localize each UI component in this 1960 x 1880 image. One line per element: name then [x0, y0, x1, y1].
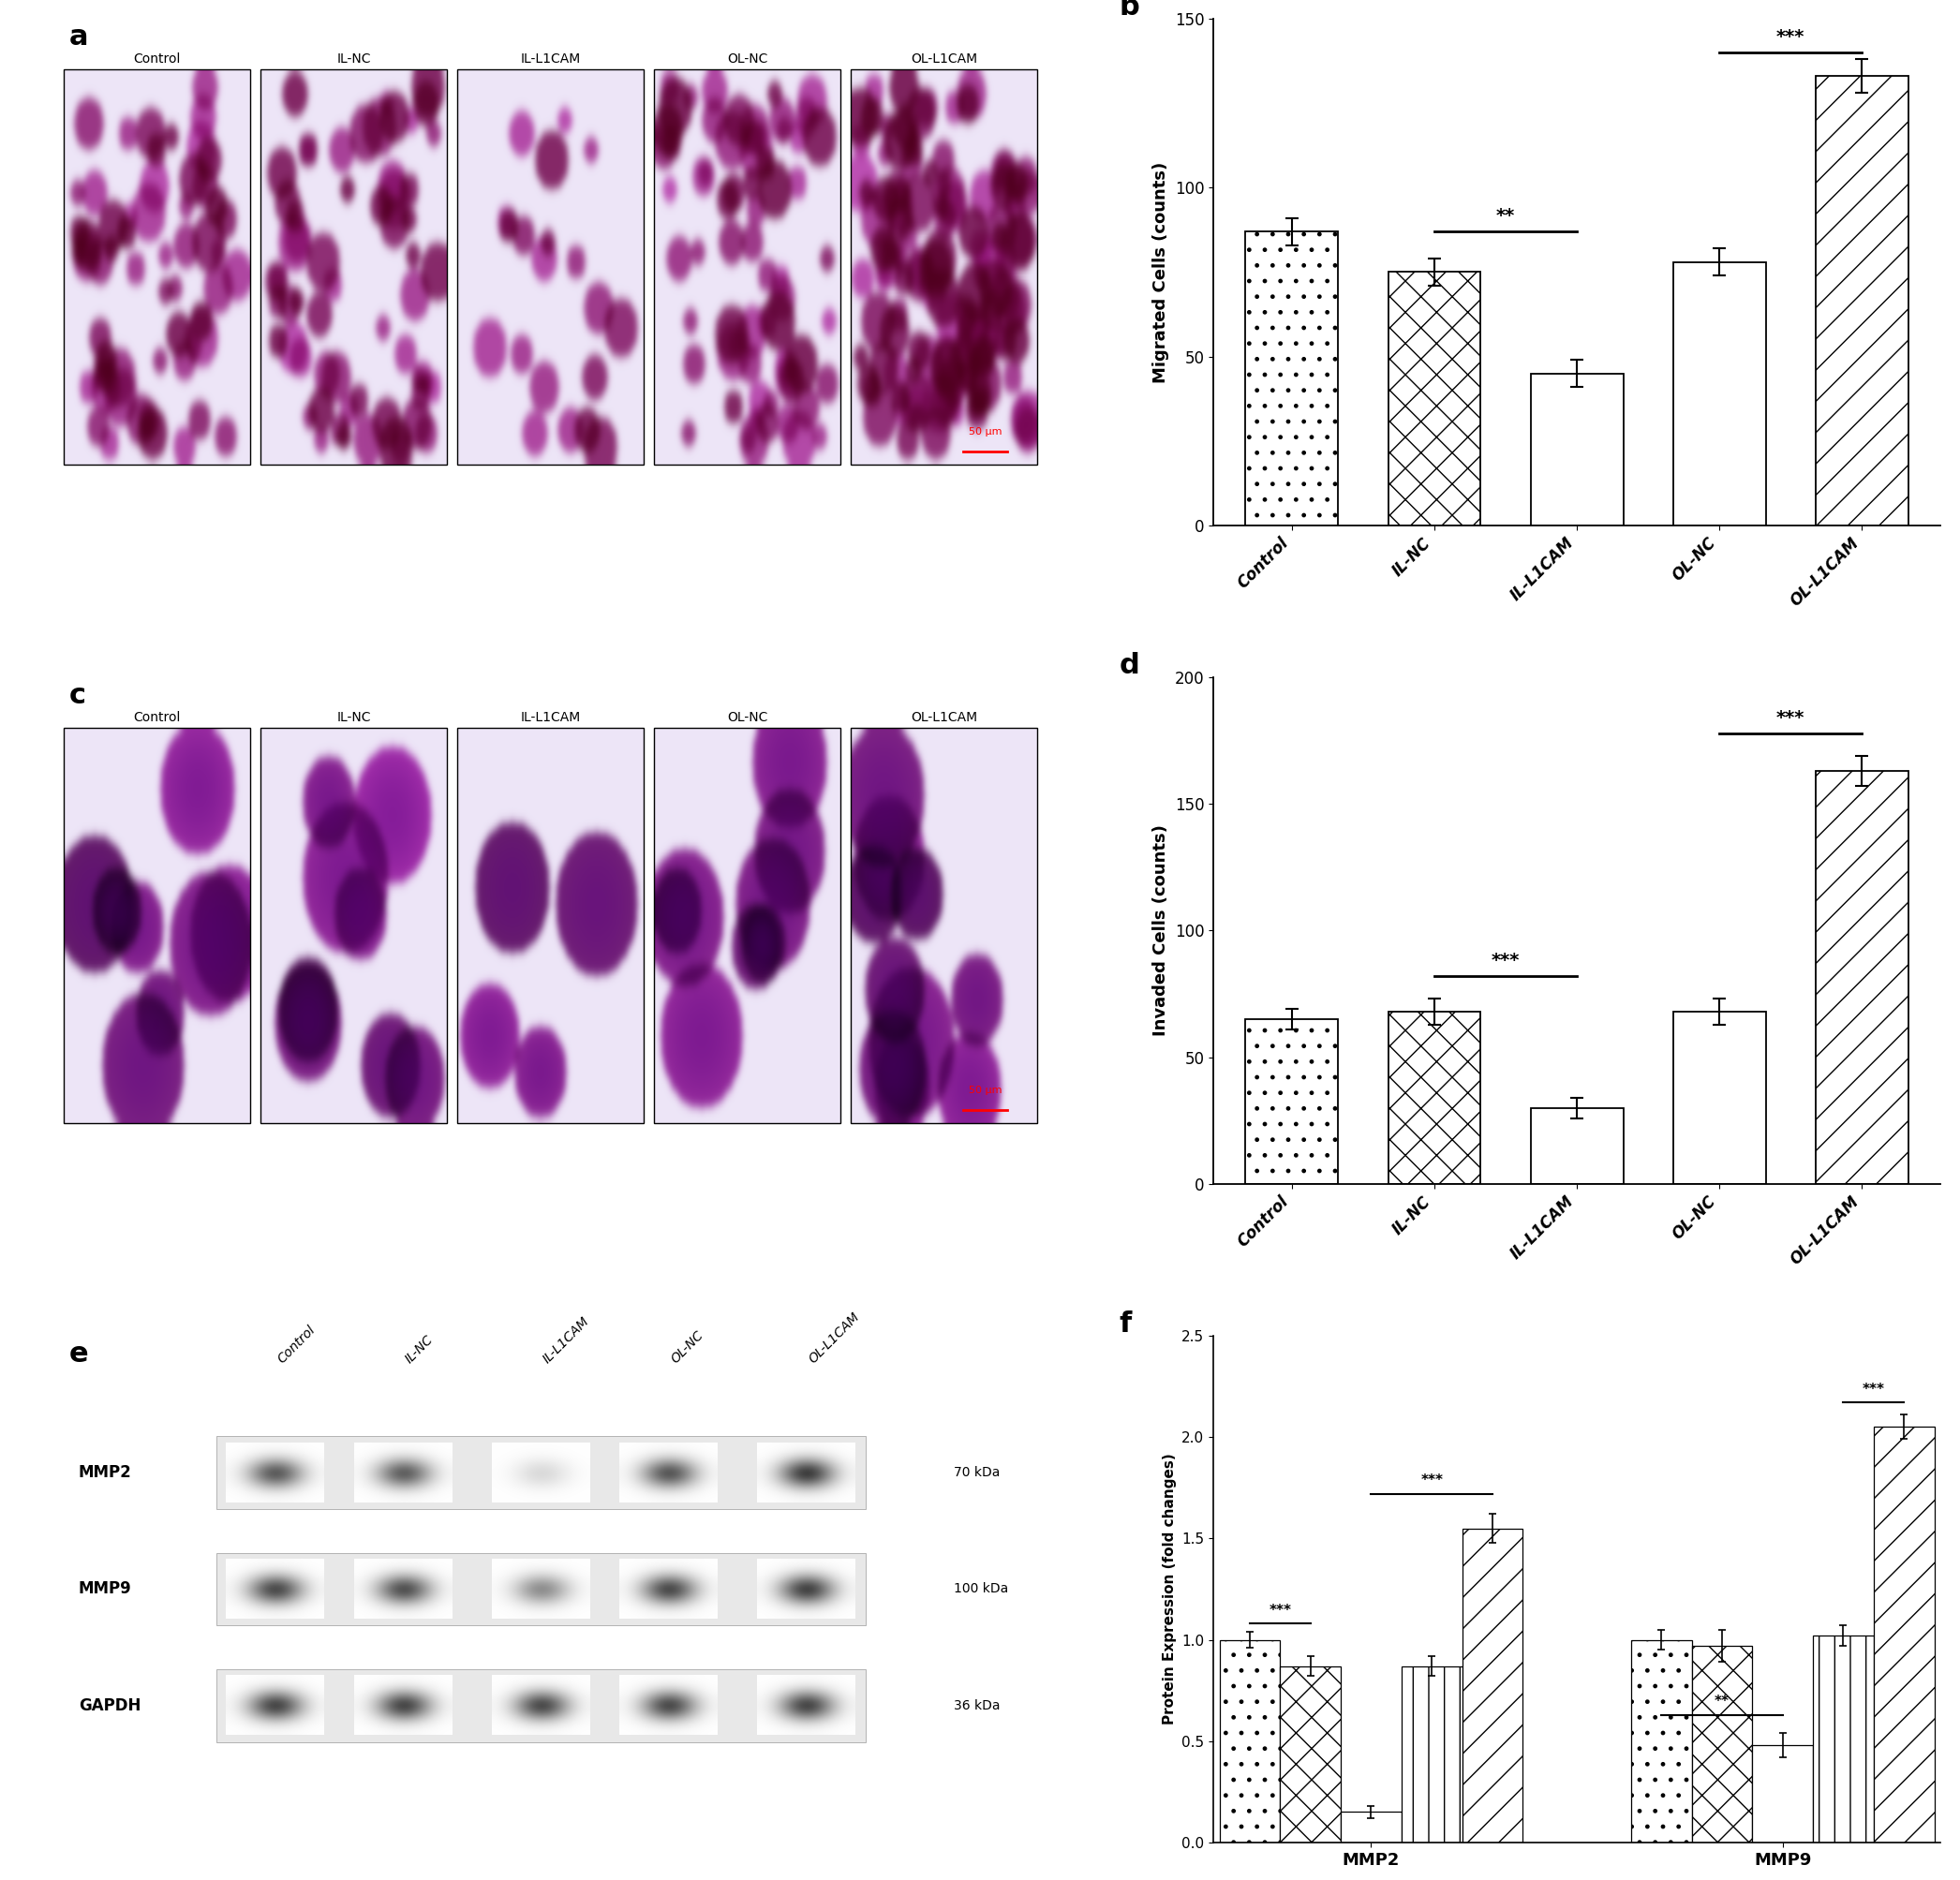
Text: e: e	[69, 1340, 88, 1369]
Text: IL-NC: IL-NC	[337, 53, 370, 66]
Text: IL-NC: IL-NC	[404, 1333, 435, 1367]
Bar	[1631, 1639, 1691, 1842]
Bar	[655, 728, 841, 1122]
Y-axis label: Invaded Cells (counts): Invaded Cells (counts)	[1152, 825, 1170, 1036]
Text: MMP2: MMP2	[78, 1465, 131, 1481]
Text: Control: Control	[274, 1324, 318, 1367]
Text: ***: ***	[1421, 1474, 1443, 1487]
Bar	[851, 70, 1037, 464]
Text: 70 kDa: 70 kDa	[955, 1466, 1000, 1480]
Text: 36 kDa: 36 kDa	[955, 1700, 1000, 1713]
Text: 50 μm: 50 μm	[968, 1085, 1002, 1094]
Bar	[1219, 1639, 1280, 1842]
Bar	[261, 70, 447, 464]
Text: IL-L1CAM: IL-L1CAM	[521, 711, 580, 724]
Bar	[65, 70, 251, 464]
Text: ***: ***	[1776, 709, 1805, 726]
Bar	[1674, 1011, 1766, 1184]
Bar	[1815, 77, 1909, 525]
Bar	[216, 1669, 864, 1743]
Text: Control: Control	[133, 711, 180, 724]
Bar	[655, 70, 841, 464]
Text: **: **	[1715, 1694, 1729, 1709]
Text: OL-L1CAM: OL-L1CAM	[806, 1310, 862, 1367]
Text: OL-NC: OL-NC	[668, 1329, 706, 1367]
Bar	[1388, 1011, 1480, 1184]
Bar	[457, 70, 645, 464]
Text: Control: Control	[133, 53, 180, 66]
Bar	[261, 728, 447, 1122]
Text: ***: ***	[1776, 28, 1805, 45]
Bar	[1813, 1636, 1874, 1842]
Text: ***: ***	[1492, 951, 1519, 970]
Bar	[216, 1436, 864, 1510]
Bar	[216, 1553, 864, 1626]
Bar	[65, 728, 251, 1122]
Bar	[1874, 1427, 1935, 1842]
Text: GAPDH: GAPDH	[78, 1698, 141, 1715]
Text: OL-NC: OL-NC	[727, 711, 768, 724]
Text: f: f	[1119, 1310, 1131, 1339]
Bar	[1388, 273, 1480, 525]
Bar	[1674, 261, 1766, 525]
Bar	[1245, 231, 1339, 525]
Text: b: b	[1119, 0, 1139, 21]
Bar	[1401, 1666, 1462, 1842]
Y-axis label: Protein Expression (fold changes): Protein Expression (fold changes)	[1162, 1453, 1176, 1724]
Text: ***: ***	[1862, 1382, 1886, 1397]
Text: IL-NC: IL-NC	[337, 711, 370, 724]
Text: d: d	[1119, 652, 1139, 679]
Text: OL-L1CAM: OL-L1CAM	[911, 53, 978, 66]
Text: OL-L1CAM: OL-L1CAM	[911, 711, 978, 724]
Text: ***: ***	[1268, 1604, 1292, 1617]
Y-axis label: Migrated Cells (counts): Migrated Cells (counts)	[1152, 162, 1170, 384]
Bar	[1245, 1019, 1339, 1184]
Text: OL-NC: OL-NC	[727, 53, 768, 66]
Text: c: c	[69, 682, 86, 709]
Bar	[1341, 1812, 1401, 1842]
Text: MMP9: MMP9	[78, 1581, 131, 1598]
Text: 50 μm: 50 μm	[968, 427, 1002, 436]
Text: a: a	[69, 24, 88, 51]
Bar	[1815, 771, 1909, 1184]
Bar	[851, 728, 1037, 1122]
Bar	[457, 728, 645, 1122]
Bar	[1280, 1666, 1341, 1842]
Bar	[1531, 1107, 1623, 1184]
Bar	[1531, 374, 1623, 525]
Text: **: **	[1495, 207, 1515, 226]
Text: 100 kDa: 100 kDa	[955, 1583, 1007, 1596]
Bar	[1462, 1528, 1523, 1842]
Bar	[1691, 1645, 1752, 1842]
Bar	[1752, 1745, 1813, 1842]
Text: IL-L1CAM: IL-L1CAM	[541, 1314, 592, 1367]
Text: IL-L1CAM: IL-L1CAM	[521, 53, 580, 66]
